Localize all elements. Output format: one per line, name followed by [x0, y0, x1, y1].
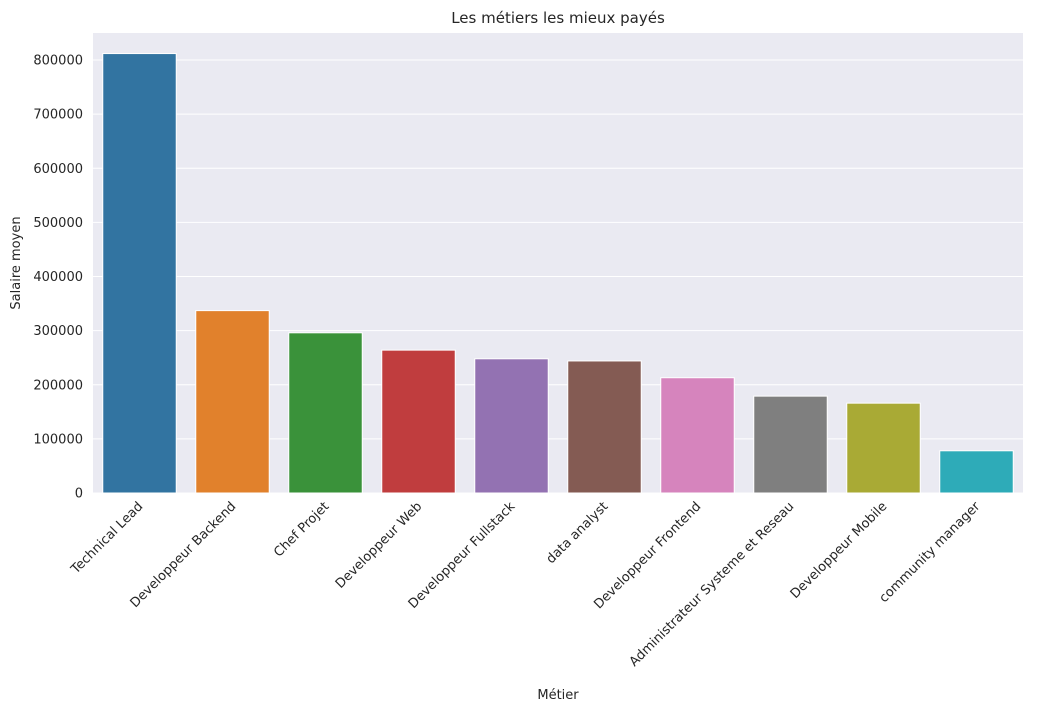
bar: [381, 349, 456, 494]
chart-title: Les métiers les mieux payés: [451, 9, 665, 27]
y-tick-label: 100000: [33, 432, 83, 447]
bar: [567, 360, 642, 494]
x-tick-label: community manager: [877, 499, 984, 606]
x-tick-label: Developpeur Web: [333, 499, 426, 592]
x-tick-label: Developpeur Fullstack: [406, 499, 519, 612]
y-tick-label: 500000: [33, 216, 83, 231]
y-axis-label: Salaire moyen: [9, 216, 24, 309]
x-tick-label: Chef Projet: [271, 499, 332, 560]
bars: [102, 53, 1014, 494]
bar: [474, 358, 549, 494]
x-tick-label: Technical Lead: [68, 499, 147, 578]
x-tick-label: Administrateur Systeme et Reseau: [627, 499, 798, 670]
x-tick-label: Developpeur Mobile: [788, 499, 891, 602]
bar: [660, 377, 735, 494]
bar: [102, 53, 177, 494]
y-tick-label: 600000: [33, 162, 83, 177]
bar: [753, 395, 828, 494]
y-tick-label: 800000: [33, 54, 83, 69]
y-tick-label: 0: [75, 487, 83, 502]
x-tick-label: Developpeur Backend: [128, 499, 240, 611]
x-axis-label: Métier: [537, 688, 579, 703]
y-tick-label: 200000: [33, 378, 83, 393]
bar: [846, 402, 921, 494]
y-tick-label: 300000: [33, 324, 83, 339]
x-tick-label: data analyst: [544, 499, 612, 567]
bar: [195, 310, 270, 494]
x-tick-label: Developpeur Frontend: [591, 499, 704, 612]
bar: [939, 450, 1014, 494]
y-axis-ticks: 0 100000 200000 300000 400000 500000 600000 700…: [33, 54, 83, 502]
bar: [288, 332, 363, 494]
y-tick-label: 700000: [33, 108, 83, 123]
y-tick-label: 400000: [33, 270, 83, 285]
